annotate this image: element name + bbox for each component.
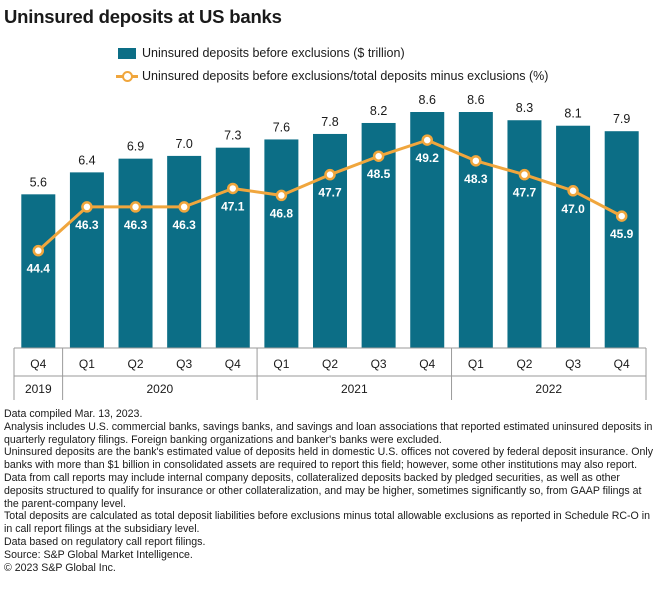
bar (215, 147, 250, 348)
legend-item-bars: Uninsured deposits before exclusions ($ … (118, 46, 405, 60)
line-value-label: 46.3 (124, 218, 148, 232)
combo-chart: 5.6 6.4 6.9 7.0 7.3 7.6 7.8 8.2 8.6 8.6 8.3 8.1 7.9 4… (13, 93, 647, 400)
x-tick-label-quarter: Q2 (516, 357, 532, 371)
x-tick-label-quarter: Q2 (322, 357, 338, 371)
x-tick-label-quarter: Q1 (468, 357, 484, 371)
bar (313, 133, 347, 348)
legend-line-swatch (116, 70, 138, 82)
line-value-label: 44.4 (27, 262, 51, 276)
line-value-label: 47.7 (318, 186, 342, 200)
line-value-label: 49.2 (416, 151, 440, 165)
bar-value-label: 7.8 (321, 115, 338, 129)
line-point (421, 134, 433, 146)
line-value-label: 48.5 (367, 167, 391, 181)
bar (458, 112, 493, 348)
bar-value-label: 8.3 (516, 101, 533, 115)
x-tick-label-quarter: Q4 (614, 357, 630, 371)
line-value-label: 46.3 (172, 218, 196, 232)
bar (264, 139, 299, 348)
x-tick-label-quarter: Q1 (79, 357, 95, 371)
legend-bar-swatch (118, 47, 136, 59)
bar (167, 155, 202, 348)
x-tick-label-quarter: Q4 (30, 357, 46, 371)
bar (604, 131, 639, 348)
x-tick-label-quarter: Q3 (176, 357, 192, 371)
bar (118, 158, 153, 348)
legend-bar-label: Uninsured deposits before exclusions ($ … (142, 46, 405, 60)
note-analysis: Analysis includes U.S. commercial banks,… (4, 420, 653, 446)
x-tick-label-quarter: Q3 (371, 357, 387, 371)
line-value-label: 48.3 (464, 172, 488, 186)
x-tick-label-quarter: Q2 (128, 357, 144, 371)
bar (410, 112, 445, 348)
bar-value-label: 5.6 (30, 175, 47, 189)
bar-value-label: 6.9 (127, 140, 144, 154)
bar (556, 125, 591, 348)
bar-value-label: 6.4 (78, 153, 95, 167)
note-copyright: © 2023 S&P Global Inc. (4, 561, 116, 574)
note-total-deposits: Total deposits are calculated as total d… (4, 510, 650, 536)
line-value-label: 46.3 (75, 218, 99, 232)
line-point (615, 210, 628, 222)
line-value-label: 47.0 (561, 202, 585, 216)
footnotes: Data compiled Mar. 13, 2023. Analysis in… (4, 408, 654, 574)
line-point (81, 201, 93, 213)
bar-value-label: 8.6 (419, 93, 436, 107)
bar-value-label: 7.3 (224, 129, 241, 143)
line-value-label: 46.8 (270, 206, 294, 220)
note-source: Source: S&P Global Market Intelligence. (4, 548, 193, 561)
line-value-label: 47.1 (221, 199, 245, 213)
legend-line-label: Uninsured deposits before exclusions/tot… (142, 69, 549, 83)
note-definition: Uninsured deposits are the bank's estima… (4, 446, 653, 510)
bar-value-label: 8.1 (564, 107, 581, 121)
line-point (324, 168, 336, 181)
bar (21, 194, 56, 348)
x-tick-label-quarter: Q3 (565, 357, 581, 371)
bar-value-label: 7.9 (613, 112, 630, 126)
x-tick-label-year: 2020 (146, 382, 173, 396)
line-value-label: 45.9 (610, 227, 634, 241)
bar-value-label: 7.0 (175, 137, 192, 151)
line-point (178, 201, 190, 213)
x-tick-label-quarter: Q4 (225, 357, 241, 371)
line-value-label: 47.7 (513, 186, 537, 200)
x-tick-label-year: 2022 (535, 382, 562, 396)
line-point (518, 168, 531, 181)
line-point (275, 189, 288, 202)
line-point (129, 201, 142, 213)
bar-value-label: 7.6 (273, 120, 290, 134)
note-compiled: Data compiled Mar. 13, 2023. (4, 408, 143, 420)
x-tick-label-quarter: Q1 (273, 357, 289, 371)
legend-item-line: Uninsured deposits before exclusions/tot… (116, 69, 549, 83)
chart-title: Uninsured deposits at US banks (4, 6, 282, 27)
x-tick-label-year: 2019 (25, 382, 52, 396)
line-point (227, 182, 239, 195)
bar (69, 172, 104, 348)
x-tick-label-year: 2021 (341, 382, 368, 396)
x-tick-label-quarter: Q4 (419, 357, 435, 371)
bar-value-label: 8.2 (370, 104, 387, 118)
line-point (470, 155, 482, 167)
line-point (32, 244, 45, 257)
bar (507, 120, 542, 348)
line-point (567, 185, 579, 197)
note-data-basis: Data based on regulatory call report fil… (4, 535, 206, 548)
line-point (372, 150, 385, 162)
bar-value-label: 8.6 (467, 93, 484, 107)
